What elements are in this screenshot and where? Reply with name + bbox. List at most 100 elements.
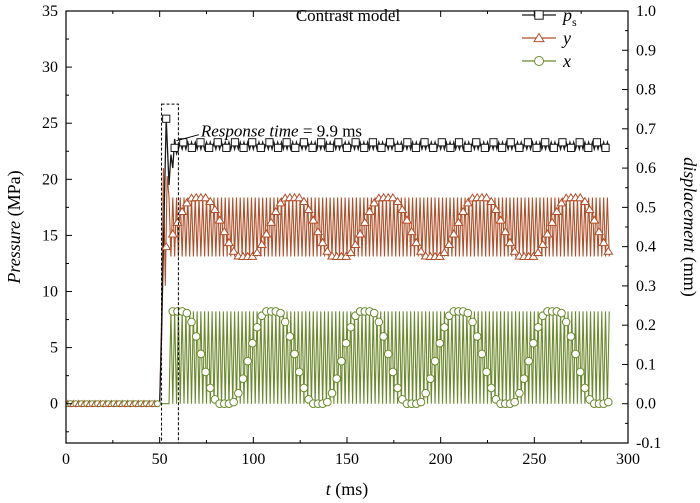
series-x-marker [323, 397, 332, 407]
series-ps-marker [566, 143, 576, 152]
y-left-tick-label: 30 [42, 59, 58, 76]
series-ps-marker [592, 138, 602, 147]
y-right-tick-label: 0.4 [636, 239, 656, 256]
series-y-marker [359, 217, 370, 226]
series-x-marker [290, 349, 299, 359]
y-right-tick-label: 0.5 [636, 199, 656, 216]
y-right-tick-label: -0.1 [636, 435, 661, 452]
legend-circle-marker [534, 56, 544, 66]
series-ps-marker [162, 114, 171, 123]
series-y-marker [303, 204, 314, 214]
series-y-marker [392, 196, 403, 206]
series-x-marker [346, 322, 356, 332]
series-ps-marker [377, 143, 386, 152]
series-x-marker [153, 400, 161, 408]
series-y-marker [200, 192, 211, 202]
series-y-marker [462, 198, 473, 207]
series-y-marker [490, 204, 502, 214]
legend-label: y [561, 28, 571, 48]
series-ps-marker [213, 138, 222, 147]
series-ps-marker [317, 138, 326, 147]
series-y-marker [312, 226, 324, 236]
series-y-marker [261, 229, 272, 238]
series-y-marker [298, 196, 310, 206]
y-right-tick-label: 0.6 [636, 160, 656, 177]
series-x-marker [327, 388, 337, 398]
series-ps-marker [187, 143, 196, 152]
series-x-marker [435, 338, 445, 348]
legend-label: ps [561, 5, 577, 29]
legend-entry-x: x [522, 51, 571, 71]
series-ps-marker [299, 138, 309, 147]
series-ps-marker [360, 143, 369, 152]
x-tick-label: 150 [335, 451, 359, 468]
series-ps-marker [506, 138, 515, 147]
x-tick-label: 0 [62, 451, 70, 468]
series-y-marker [551, 206, 562, 215]
x-tick-label: 100 [241, 451, 265, 468]
series-y-marker [350, 239, 361, 249]
series-y-marker [161, 241, 172, 251]
annotation-value: = 9.9 ms [299, 122, 362, 141]
y-right-tick-label: 0.8 [636, 82, 656, 99]
series-ps-marker [463, 143, 472, 152]
y-left-axis-title-unit: (MPa) [4, 170, 25, 221]
series-x-marker [187, 317, 196, 327]
y-right-axis-title-var: displacement [680, 157, 700, 253]
series-x-marker [519, 374, 529, 384]
series-x-marker [604, 397, 613, 407]
series-x-marker [529, 338, 538, 348]
series-x-marker [421, 388, 430, 398]
series-x-marker [510, 397, 519, 407]
series-y-marker [579, 196, 591, 206]
series-y-marker [509, 246, 520, 255]
series-y-marker [415, 246, 427, 255]
series-ps-marker [394, 143, 403, 152]
series-y-marker [369, 198, 380, 207]
series-ps-marker [265, 138, 274, 147]
legend-label-main: x [562, 51, 571, 71]
series-y-marker [448, 229, 459, 238]
series-ps-marker [256, 143, 265, 152]
series-y-marker [345, 247, 356, 257]
series-x-marker [468, 317, 477, 327]
series-x-marker [243, 356, 253, 366]
y-left-tick-label: 20 [42, 171, 58, 188]
series-x-marker [426, 374, 435, 384]
series-ps-marker [170, 143, 179, 152]
series-y-marker [270, 206, 281, 215]
series-y-marker [453, 217, 464, 226]
series-x-marker [463, 308, 473, 318]
series-x-marker [580, 383, 590, 393]
series-y-marker [401, 215, 413, 224]
series-y-marker [294, 192, 305, 202]
series-ps-marker [498, 143, 507, 152]
series-y-line [66, 168, 610, 405]
annotation-label: Response time [200, 122, 299, 141]
x-tick-label: 50 [152, 451, 168, 468]
series-x-marker [205, 383, 215, 393]
y-left-tick-label: 0 [50, 396, 58, 413]
x-axis-title-var: t [326, 479, 332, 499]
series-ps-marker [282, 138, 291, 147]
series-ps-marker [334, 138, 343, 147]
series-x-marker [524, 356, 534, 366]
series-ps-marker [420, 138, 429, 147]
series-y-marker [486, 196, 497, 206]
series-y-marker [177, 206, 188, 215]
series-y-marker [387, 192, 398, 202]
series-x-marker [238, 374, 248, 384]
series-y-marker [481, 192, 492, 202]
series-x-marker [388, 367, 398, 377]
x-tick-label: 300 [616, 451, 640, 468]
series-ps-marker [454, 138, 464, 147]
series-y-marker [317, 237, 328, 247]
series-x-marker [196, 349, 206, 359]
series-y-marker [219, 226, 230, 236]
series-ps-marker [523, 138, 533, 147]
series-ps-marker [601, 143, 610, 152]
legend-label: x [562, 51, 571, 71]
series-y-marker [532, 247, 544, 257]
series-y-marker [444, 239, 455, 249]
